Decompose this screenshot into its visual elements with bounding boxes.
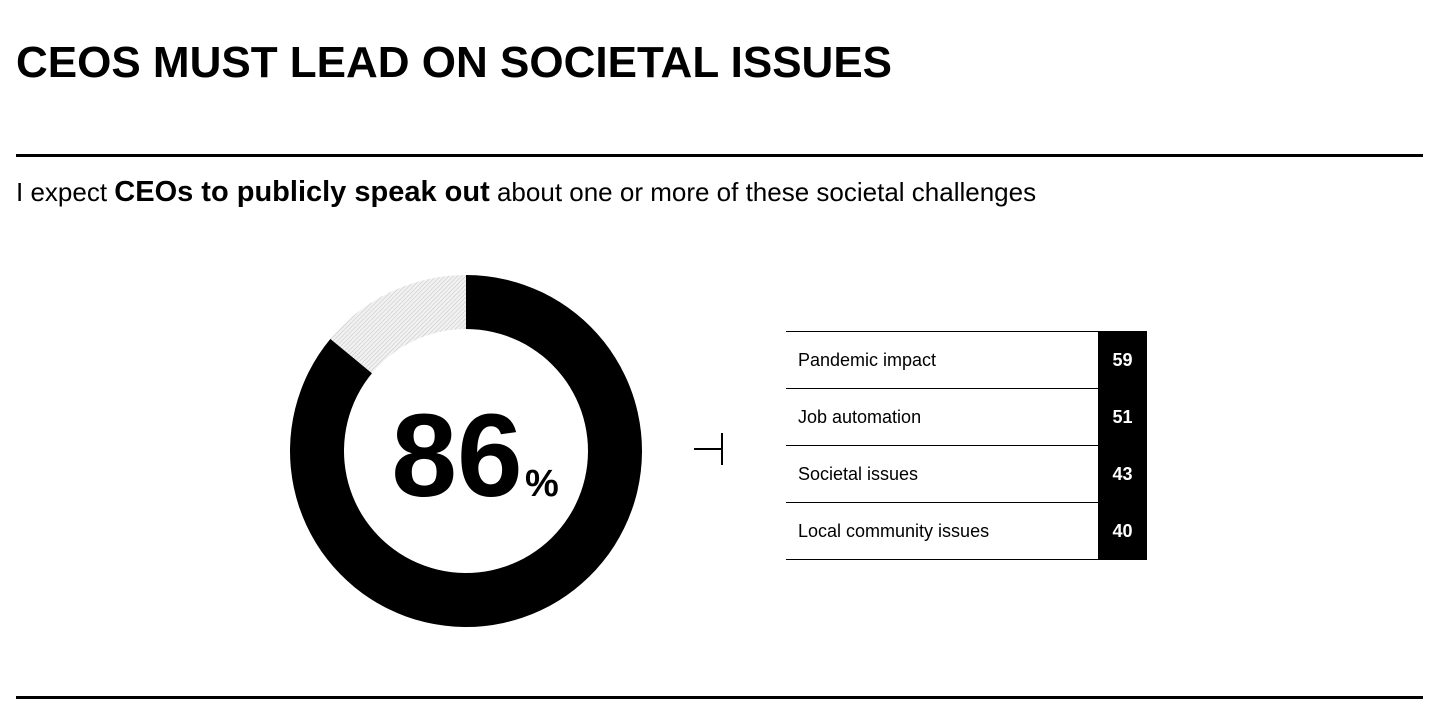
subtitle-prefix: I expect: [16, 177, 115, 207]
top-divider: [16, 154, 1423, 157]
center-unit: %: [525, 463, 559, 505]
page-title: CEOS MUST LEAD ON SOCIETAL ISSUES: [16, 38, 893, 87]
row-label: Job automation: [798, 406, 922, 427]
donut-slice-remainder: [330, 275, 466, 374]
table-row: Pandemic impact 59: [786, 331, 1147, 388]
chart-subtitle: I expect CEOs to publicly speak out abou…: [16, 176, 1036, 209]
center-value: 86: [391, 390, 522, 522]
row-value: 40: [1098, 503, 1147, 559]
subtitle-emphasis: CEOs to publicly speak out: [114, 176, 490, 208]
row-value: 43: [1098, 446, 1147, 502]
bracket-connector: [694, 433, 723, 465]
row-label: Local community issues: [798, 520, 990, 541]
table-row: Local community issues 40: [786, 502, 1147, 560]
row-label: Societal issues: [798, 463, 919, 484]
row-value: 59: [1098, 332, 1147, 388]
table-row: Societal issues 43: [786, 445, 1147, 502]
table-row: Job automation 51: [786, 388, 1147, 445]
subtitle-suffix: about one or more of these societal chal…: [489, 177, 1037, 207]
row-label: Pandemic impact: [798, 349, 937, 370]
bottom-divider: [16, 696, 1423, 699]
donut-chart: 86 %: [289, 275, 642, 627]
issue-table: Pandemic impact 59 Job automation 51 Societa…: [786, 331, 1147, 560]
donut-slice-main: [289, 275, 642, 627]
row-value: 51: [1098, 389, 1147, 445]
